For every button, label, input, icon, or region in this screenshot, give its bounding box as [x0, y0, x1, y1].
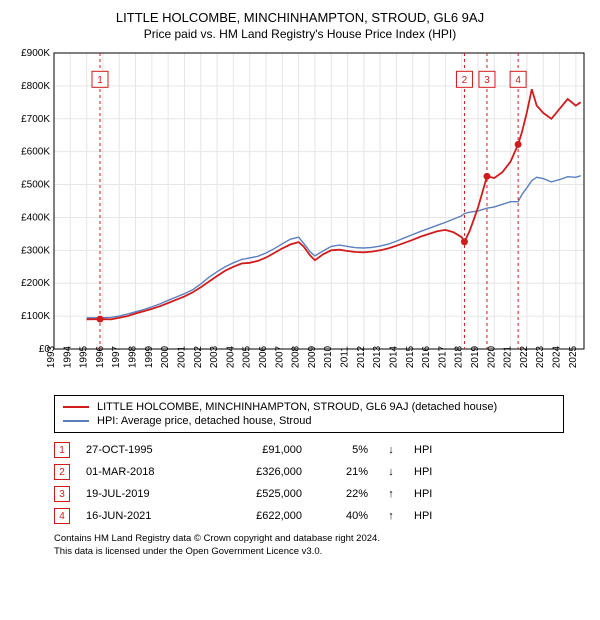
sale-pct: 40%: [318, 510, 368, 522]
svg-text:4: 4: [515, 75, 521, 86]
sale-date: 16-JUN-2021: [86, 510, 196, 522]
sale-marker-dot-4: [515, 141, 522, 148]
sale-row-3: 3 19-JUL-2019 £525,000 22% ↑ HPI: [54, 483, 590, 505]
svg-text:£400K: £400K: [21, 212, 50, 223]
svg-text:£200K: £200K: [21, 278, 50, 289]
sale-hpi-label: HPI: [414, 466, 444, 478]
sale-price: £91,000: [212, 444, 302, 456]
arrow-icon: ↓: [384, 466, 398, 478]
legend-label: HPI: Average price, detached house, Stro…: [97, 415, 311, 427]
sale-hpi-label: HPI: [414, 444, 444, 456]
svg-text:£700K: £700K: [21, 114, 50, 125]
sale-pct: 21%: [318, 466, 368, 478]
sale-row-1: 1 27-OCT-1995 £91,000 5% ↓ HPI: [54, 439, 590, 461]
series-property: [87, 89, 581, 319]
sale-badge: 4: [54, 508, 70, 524]
legend-label: LITTLE HOLCOMBE, MINCHINHAMPTON, STROUD,…: [97, 401, 497, 413]
sale-hpi-label: HPI: [414, 510, 444, 522]
footer-line-1: Contains HM Land Registry data © Crown c…: [54, 533, 590, 546]
legend-swatch: [63, 420, 89, 422]
sale-marker-dot-3: [483, 173, 490, 180]
legend-item-0: LITTLE HOLCOMBE, MINCHINHAMPTON, STROUD,…: [63, 400, 555, 414]
svg-text:£600K: £600K: [21, 147, 50, 158]
sale-badge: 2: [54, 464, 70, 480]
sale-marker-dot-1: [96, 316, 103, 323]
sale-pct: 22%: [318, 488, 368, 500]
arrow-icon: ↑: [384, 488, 398, 500]
sale-pct: 5%: [318, 444, 368, 456]
chart-svg: £0£100K£200K£300K£400K£500K£600K£700K£80…: [10, 47, 590, 387]
sale-price: £622,000: [212, 510, 302, 522]
svg-text:3: 3: [484, 75, 490, 86]
sale-price: £525,000: [212, 488, 302, 500]
sale-marker-dot-2: [461, 238, 468, 245]
sale-badge: 1: [54, 442, 70, 458]
chart-title: LITTLE HOLCOMBE, MINCHINHAMPTON, STROUD,…: [10, 10, 590, 25]
sale-date: 27-OCT-1995: [86, 444, 196, 456]
sale-badge: 3: [54, 486, 70, 502]
sale-hpi-label: HPI: [414, 488, 444, 500]
arrow-icon: ↑: [384, 510, 398, 522]
legend-swatch: [63, 406, 89, 408]
legend: LITTLE HOLCOMBE, MINCHINHAMPTON, STROUD,…: [54, 395, 564, 433]
svg-text:£100K: £100K: [21, 311, 50, 322]
svg-text:2: 2: [462, 75, 468, 86]
sale-price: £326,000: [212, 466, 302, 478]
svg-text:£800K: £800K: [21, 81, 50, 92]
sale-date: 01-MAR-2018: [86, 466, 196, 478]
legend-item-1: HPI: Average price, detached house, Stro…: [63, 414, 555, 428]
sale-row-4: 4 16-JUN-2021 £622,000 40% ↑ HPI: [54, 505, 590, 527]
svg-text:£500K: £500K: [21, 180, 50, 191]
price-chart: £0£100K£200K£300K£400K£500K£600K£700K£80…: [10, 47, 590, 387]
chart-subtitle: Price paid vs. HM Land Registry's House …: [10, 27, 590, 41]
svg-text:1: 1: [97, 75, 103, 86]
sale-date: 19-JUL-2019: [86, 488, 196, 500]
series-hpi: [87, 176, 581, 318]
svg-text:£300K: £300K: [21, 245, 50, 256]
arrow-icon: ↓: [384, 444, 398, 456]
sales-table: 1 27-OCT-1995 £91,000 5% ↓ HPI 2 01-MAR-2018 £32…: [54, 439, 590, 527]
footer-line-2: This data is licensed under the Open Gov…: [54, 546, 590, 559]
svg-text:£900K: £900K: [21, 48, 50, 59]
sale-row-2: 2 01-MAR-2018 £326,000 21% ↓ HPI: [54, 461, 590, 483]
data-attribution: Contains HM Land Registry data © Crown c…: [54, 533, 590, 559]
